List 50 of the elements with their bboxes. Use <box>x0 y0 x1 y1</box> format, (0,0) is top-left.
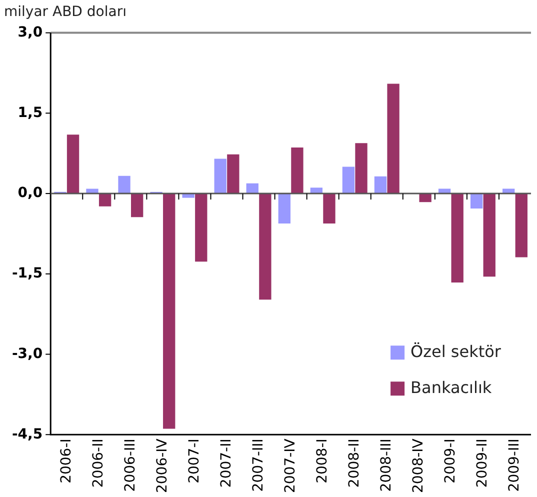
bar <box>163 194 176 429</box>
x-tick-label: 2006-III <box>122 438 138 492</box>
y-axis-title: milyar ABD doları <box>4 4 126 20</box>
bar <box>470 194 483 209</box>
bar <box>374 176 387 194</box>
bar <box>246 183 258 194</box>
x-tick-label: 2006-I <box>58 438 74 484</box>
x-tick-label: 2007-III <box>250 438 266 492</box>
bar <box>438 188 451 194</box>
bar <box>98 194 112 206</box>
x-tick-label: 2007-IV <box>282 438 298 494</box>
bar <box>227 154 240 194</box>
y-tick-label: -4,5 <box>12 426 43 442</box>
y-tick-label: -3,0 <box>12 346 43 362</box>
bar <box>118 176 130 194</box>
bar <box>310 188 323 194</box>
bar <box>342 166 355 194</box>
bar <box>502 188 515 194</box>
bar <box>515 194 528 258</box>
y-tick-label: 3,0 <box>18 24 43 40</box>
x-tick-label: 2009-II <box>474 438 491 488</box>
bar <box>355 143 368 194</box>
bar <box>86 188 98 194</box>
legend-label: Özel sektör <box>410 342 502 361</box>
bar <box>483 194 496 277</box>
x-tick-label: 2009-III <box>506 438 523 492</box>
x-tick-label: 2007-II <box>218 438 234 488</box>
bar <box>278 194 290 224</box>
legend-label: Bankacılık <box>410 378 492 397</box>
bar <box>451 194 464 282</box>
x-tick-label: 2008-I <box>314 438 330 484</box>
x-tick-label: 2008-III <box>378 438 395 492</box>
bar <box>195 194 208 262</box>
x-tick-label: 2006-IV <box>154 438 170 494</box>
y-tick-label: 1,5 <box>18 104 43 121</box>
bar <box>66 134 80 194</box>
bar <box>387 84 400 194</box>
bar <box>419 194 432 202</box>
x-tick-label: 2008-IV <box>410 438 427 494</box>
y-tick-label: -1,5 <box>12 266 43 282</box>
x-tick-label: 2007-I <box>186 438 202 484</box>
bar <box>130 194 144 218</box>
x-tick-label: 2009-I <box>442 438 459 484</box>
x-tick-label: 2008-II <box>346 438 362 488</box>
bar <box>259 194 272 300</box>
bar <box>214 158 226 194</box>
x-tick-label: 2006-II <box>90 438 106 488</box>
bar <box>291 147 304 194</box>
bar <box>323 194 336 224</box>
y-tick-label: 0,0 <box>18 185 43 202</box>
